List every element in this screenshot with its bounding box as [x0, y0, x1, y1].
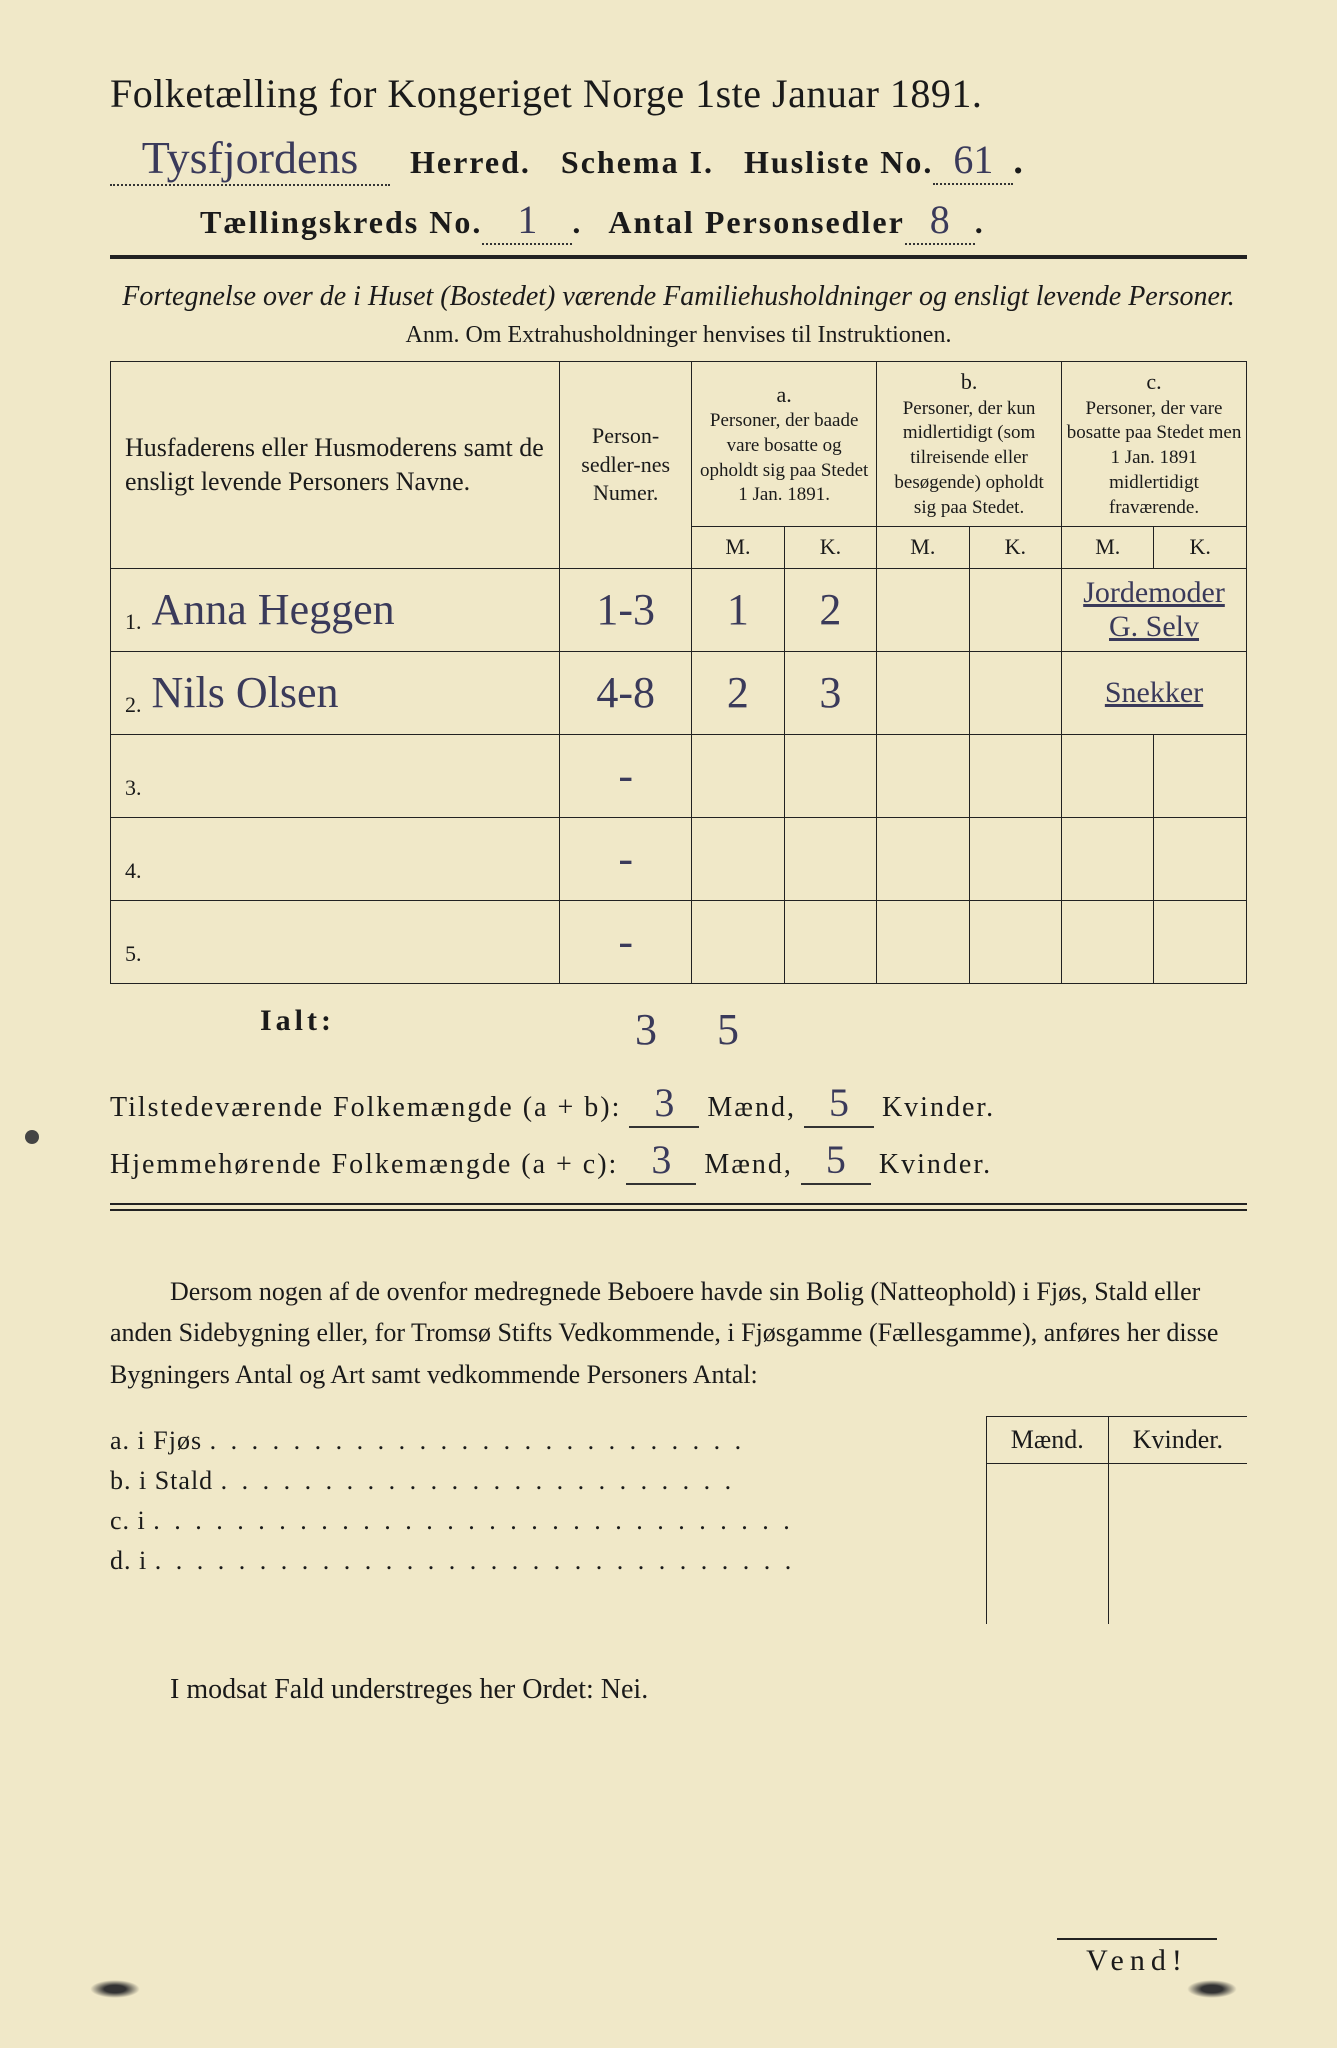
table-row: 3. -: [111, 734, 1247, 817]
th-num: Person-sedler-nes Numer.: [560, 362, 692, 569]
fjos-section: a. i Fjøs . . . . . . . . . . . . . . . …: [110, 1416, 1247, 1624]
sum1-k: 5: [804, 1079, 874, 1128]
th-ak: K.: [784, 527, 876, 569]
schema-label: Schema I.: [561, 144, 714, 181]
sum2-m: 3: [626, 1136, 696, 1185]
th-bk: K.: [969, 527, 1061, 569]
summary-line-1: Tilstedeværende Folkemængde (a + b): 3 M…: [110, 1079, 1247, 1128]
th-a: a.Personer, der baade vare bosatte og op…: [692, 362, 877, 527]
header-row-2: Tællingskreds No. 1 . Antal Personsedler…: [110, 196, 1247, 245]
ink-smudge-icon: [1187, 1980, 1237, 1998]
anm-note: Anm. Om Extrahusholdninger henvises til …: [110, 322, 1247, 349]
divider: [110, 255, 1247, 259]
page-title: Folketælling for Kongeriget Norge 1ste J…: [110, 70, 1247, 117]
th-c: c.Personer, der vare bosatte paa Stedet …: [1062, 362, 1247, 527]
fjos-b: b. i Stald . . . . . . . . . . . . . . .…: [110, 1466, 986, 1496]
ialt-label: Ialt:: [260, 1004, 335, 1055]
th-name: Husfaderens eller Husmoderens samt de en…: [111, 362, 560, 569]
husliste-label: Husliste No.: [744, 144, 933, 181]
vend-label: Vend!: [1057, 1938, 1217, 1978]
th-ck: K.: [1154, 527, 1247, 569]
herred-field: Tysfjordens: [110, 131, 390, 186]
sum1-m: 3: [629, 1079, 699, 1128]
bottom-instruction: I modsat Fald understreges her Ordet: Ne…: [170, 1674, 1247, 1706]
fjos-paragraph: Dersom nogen af de ovenfor medregnede Be…: [110, 1271, 1247, 1396]
hole-punch-icon: [25, 1130, 39, 1144]
fjos-c: c. i . . . . . . . . . . . . . . . . . .…: [110, 1506, 986, 1536]
kreds-field: 1: [482, 196, 572, 245]
fjos-m: Mænd.: [987, 1416, 1109, 1464]
husliste-field: 61: [933, 136, 1013, 185]
fjos-k: Kvinder.: [1109, 1416, 1247, 1464]
census-form-page: Folketælling for Kongeriget Norge 1ste J…: [0, 0, 1337, 2048]
fjos-d: d. i . . . . . . . . . . . . . . . . . .…: [110, 1546, 986, 1576]
summary-line-2: Hjemmehørende Folkemængde (a + c): 3 Mæn…: [110, 1136, 1247, 1185]
ialt-m: 3: [635, 1004, 657, 1055]
ink-smudge-icon: [90, 1980, 140, 1998]
herred-label: Herred.: [410, 144, 531, 181]
th-cm: M.: [1062, 527, 1154, 569]
household-table: Husfaderens eller Husmoderens samt de en…: [110, 361, 1247, 984]
header-row-1: Tysfjordens Herred. Schema I. Husliste N…: [110, 131, 1247, 186]
ialt-k: 5: [717, 1004, 739, 1055]
subtitle: Fortegnelse over de i Huset (Bostedet) v…: [110, 277, 1247, 316]
table-row: 5. -: [111, 900, 1247, 983]
sum2-k: 5: [801, 1136, 871, 1185]
divider: [110, 1209, 1247, 1211]
th-bm: M.: [877, 527, 969, 569]
kreds-label: Tællingskreds No.: [200, 204, 482, 241]
fjos-a: a. i Fjøs . . . . . . . . . . . . . . . …: [110, 1426, 986, 1456]
ialt-row: Ialt: 3 5: [260, 1004, 1247, 1055]
th-b: b.Personer, der kun midlertidigt (som ti…: [877, 362, 1062, 527]
table-row: 4. -: [111, 817, 1247, 900]
th-am: M.: [692, 527, 784, 569]
antal-label: Antal Personsedler: [608, 204, 904, 241]
table-row: 1. Anna Heggen1-312Jordemoder G. Selv: [111, 568, 1247, 651]
table-row: 2. Nils Olsen4-823Snekker: [111, 651, 1247, 734]
antal-field: 8: [905, 196, 975, 245]
divider: [110, 1203, 1247, 1205]
fjos-mk-header: Mænd. Kvinder.: [986, 1416, 1247, 1624]
